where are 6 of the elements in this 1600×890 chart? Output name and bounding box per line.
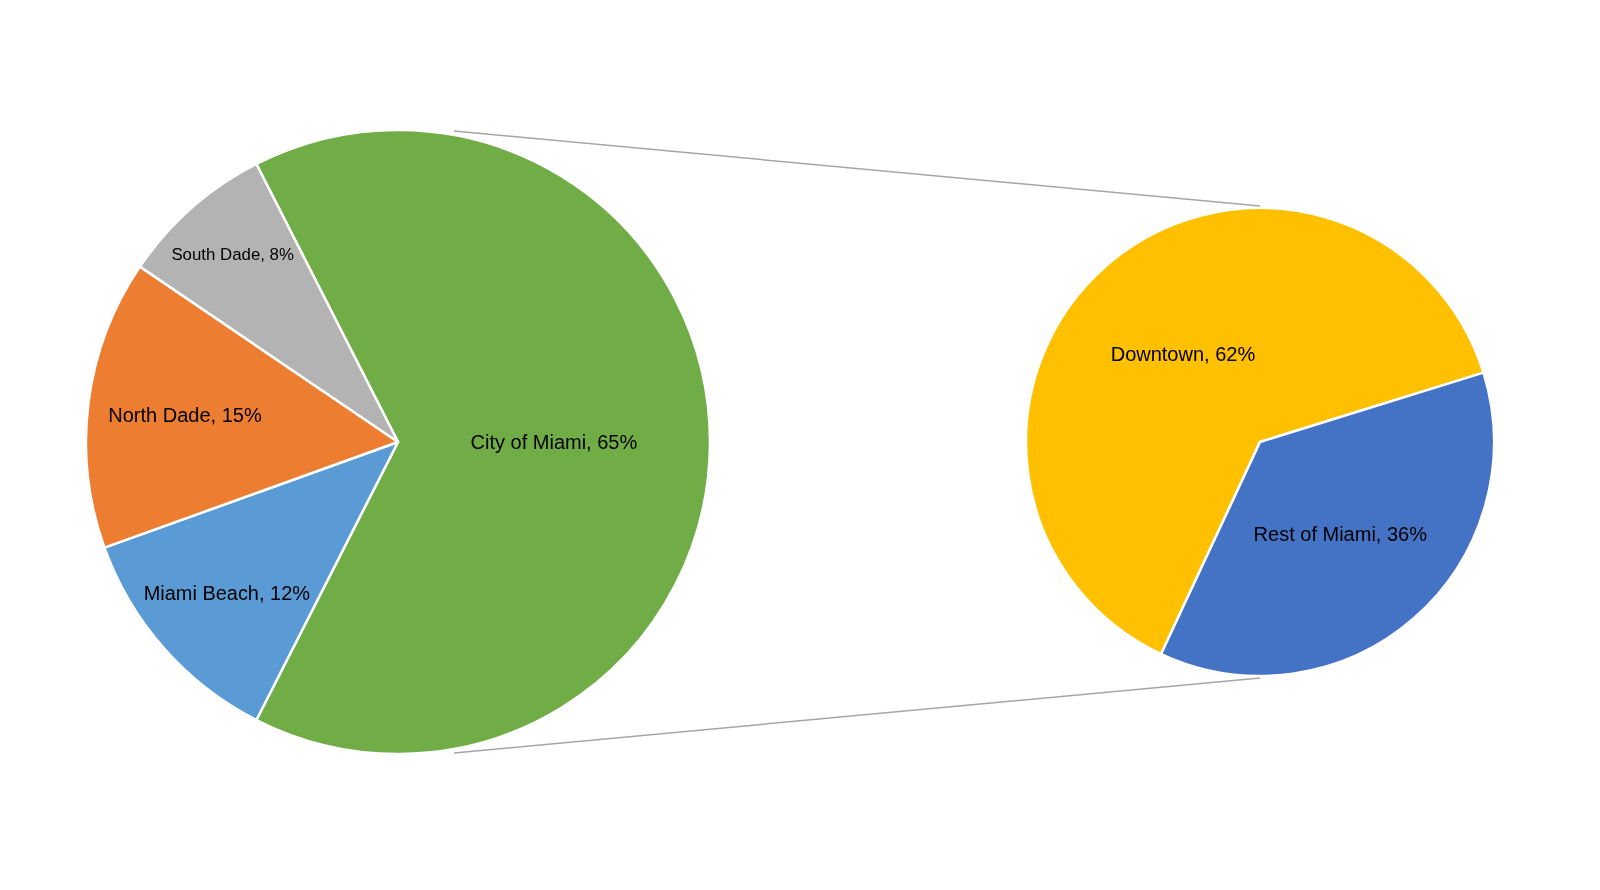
slice-label: Downtown, 62% (1110, 342, 1256, 365)
slice-label: North Dade, 15% (108, 404, 262, 427)
slice-label: South Dade, 8% (171, 245, 294, 265)
slice-label: Miami Beach, 12% (143, 581, 311, 604)
slice-label: Rest of Miami, 36% (1253, 523, 1428, 546)
slice-label: City of Miami, 65% (470, 431, 638, 453)
